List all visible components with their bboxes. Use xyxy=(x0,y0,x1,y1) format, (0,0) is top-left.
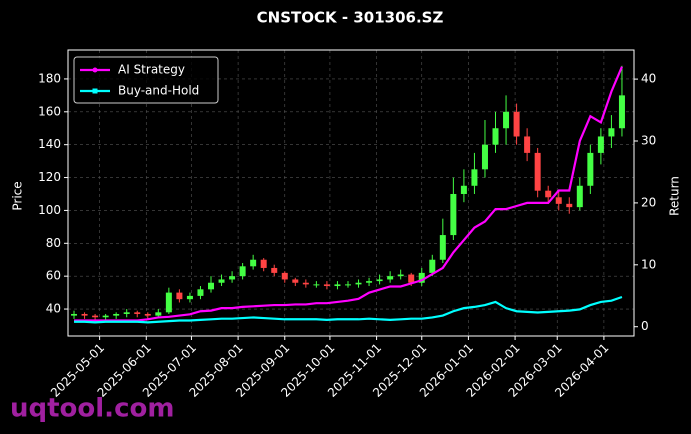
candle-body xyxy=(186,295,193,300)
y2-axis-label: Return xyxy=(668,176,682,216)
candle-body xyxy=(376,279,383,282)
candle-body xyxy=(144,313,151,316)
candle-body xyxy=(71,313,78,316)
candle-body xyxy=(92,315,99,318)
candle-body xyxy=(524,136,531,153)
candle-body xyxy=(208,282,215,290)
candle-body xyxy=(429,259,436,273)
candle-body xyxy=(481,144,488,170)
y2-tick-label: 20 xyxy=(641,195,656,209)
y-tick-label: 120 xyxy=(38,170,61,184)
legend-marker xyxy=(92,67,98,73)
line-series xyxy=(74,66,623,322)
candle-body xyxy=(587,152,594,186)
legend-label: AI Strategy xyxy=(118,63,185,77)
candle-body xyxy=(323,284,330,287)
candle-body xyxy=(387,276,394,280)
y-axis-label: Price xyxy=(11,181,25,210)
candle-body xyxy=(503,111,510,129)
candle-body xyxy=(123,312,130,314)
legend-label: Buy-and-Hold xyxy=(118,84,199,98)
candle-body xyxy=(397,274,404,277)
candle-body xyxy=(566,203,573,208)
y2-tick-label: 0 xyxy=(641,319,649,333)
candle-body xyxy=(344,284,351,286)
y2-tick-label: 40 xyxy=(641,72,656,86)
y2-tick-label: 10 xyxy=(641,257,656,271)
candle-body xyxy=(229,276,236,280)
candle-body xyxy=(513,111,520,137)
candle-body xyxy=(366,281,373,283)
candle-body xyxy=(302,282,309,285)
candle-body xyxy=(197,289,204,296)
candle-body xyxy=(81,313,88,316)
line-series xyxy=(74,295,623,324)
y-tick-label: 180 xyxy=(38,71,61,85)
candle-body xyxy=(492,128,499,145)
candle-body xyxy=(534,152,541,191)
candle-body xyxy=(460,185,467,194)
candle-body xyxy=(408,274,415,283)
y-tick-label: 40 xyxy=(46,302,61,316)
candle-body xyxy=(355,282,362,285)
plot-frame xyxy=(67,49,635,337)
candle-body xyxy=(545,190,552,198)
candle-body xyxy=(418,272,425,283)
watermark: uqtool.com xyxy=(10,394,174,424)
candle-body xyxy=(576,185,583,208)
y-tick-label: 60 xyxy=(46,269,61,283)
candle-body xyxy=(250,259,257,267)
candle-body xyxy=(113,313,120,316)
candle-body xyxy=(260,259,267,268)
candle-body xyxy=(176,292,183,300)
candle-body xyxy=(165,292,172,313)
candle-body xyxy=(334,284,341,287)
y-tick-label: 140 xyxy=(38,137,61,151)
y-tick-label: 80 xyxy=(46,236,61,250)
candle-body xyxy=(450,193,457,236)
candle-body xyxy=(597,136,604,153)
candle-body xyxy=(134,312,141,314)
candle-body xyxy=(218,279,225,283)
candle-body xyxy=(618,95,625,129)
candle-body xyxy=(555,197,562,204)
candle-body xyxy=(471,169,478,186)
y-tick-label: 160 xyxy=(38,104,61,118)
candle-body xyxy=(281,272,288,280)
candle-body xyxy=(292,279,299,283)
candle-body xyxy=(239,266,246,277)
y-tick-label: 100 xyxy=(38,203,61,217)
candle-body xyxy=(102,315,109,318)
legend-marker xyxy=(92,88,98,94)
candle-body xyxy=(608,128,615,137)
chart-title: CNSTOCK - 301306.SZ xyxy=(257,9,444,27)
candle-body xyxy=(271,267,278,273)
y2-tick-label: 30 xyxy=(641,134,656,148)
candle-body xyxy=(439,235,446,260)
candle-body xyxy=(313,284,320,286)
candle-body xyxy=(155,312,162,316)
